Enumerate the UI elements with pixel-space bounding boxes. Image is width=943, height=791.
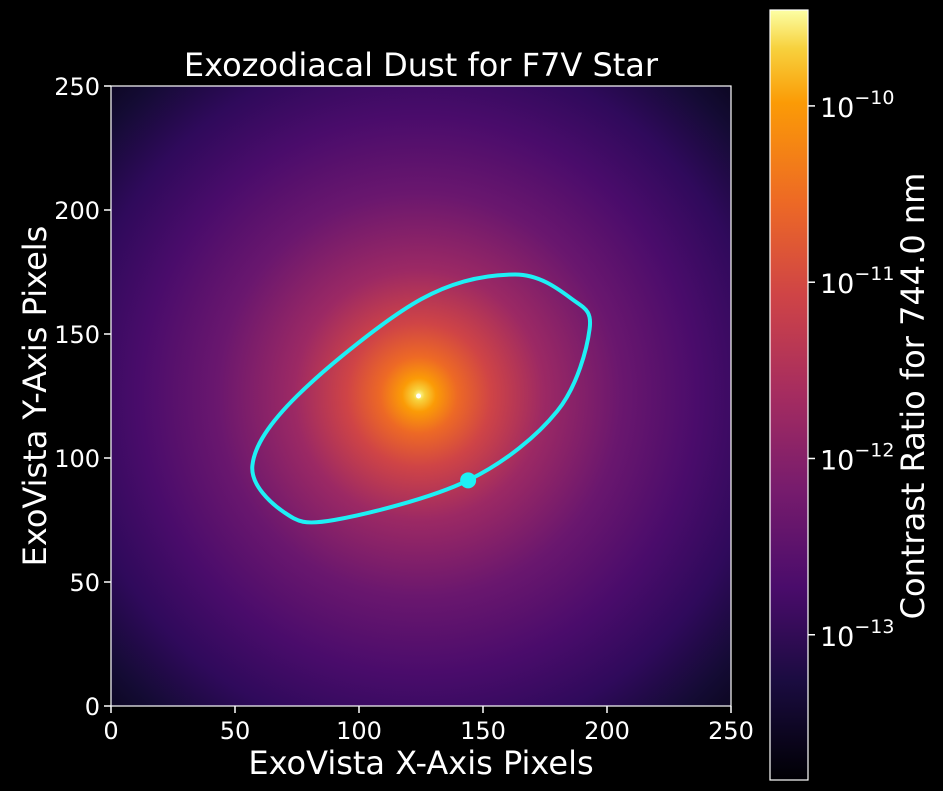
x-tick-label: 100 [336,717,382,745]
chart-title: Exozodiacal Dust for F7V Star [184,46,659,84]
y-tick-label: 150 [54,321,100,349]
orbit-ellipse [250,272,593,525]
x-tick-label: 200 [584,717,630,745]
star-marker [416,393,422,399]
colorbar-label: Contrast Ratio for 744.0 nm [894,173,932,620]
x-tick-label: 0 [103,717,118,745]
y-tick-label: 200 [54,197,100,225]
x-tick-label: 150 [460,717,506,745]
colorbar-tick-label: 10−10 [820,87,894,124]
x-tick-label: 250 [708,717,754,745]
colorbar-ticks: 10−10 10−11 10−12 10−13 [808,87,894,653]
y-tick-label: 50 [69,569,100,597]
x-axis: 0 50 100 150 200 250 [103,706,754,745]
plot-frame [110,85,732,707]
colorbar [769,9,809,781]
colorbar-tick-label: 10−12 [820,439,894,476]
x-tick-label: 50 [220,717,251,745]
colorbar-tick-label: 10−13 [820,616,894,653]
planet-marker[interactable] [460,472,477,489]
x-axis-label: ExoVista X-Axis Pixels [248,744,593,782]
plot-area [111,86,731,706]
y-axis: 0 50 100 150 200 250 [54,73,111,721]
colorbar-tick-label: 10−11 [820,263,894,300]
y-tick-label: 250 [54,73,100,101]
y-tick-label: 0 [85,693,100,721]
y-tick-label: 100 [54,445,100,473]
y-axis-label: ExoVista Y-Axis Pixels [16,226,54,567]
